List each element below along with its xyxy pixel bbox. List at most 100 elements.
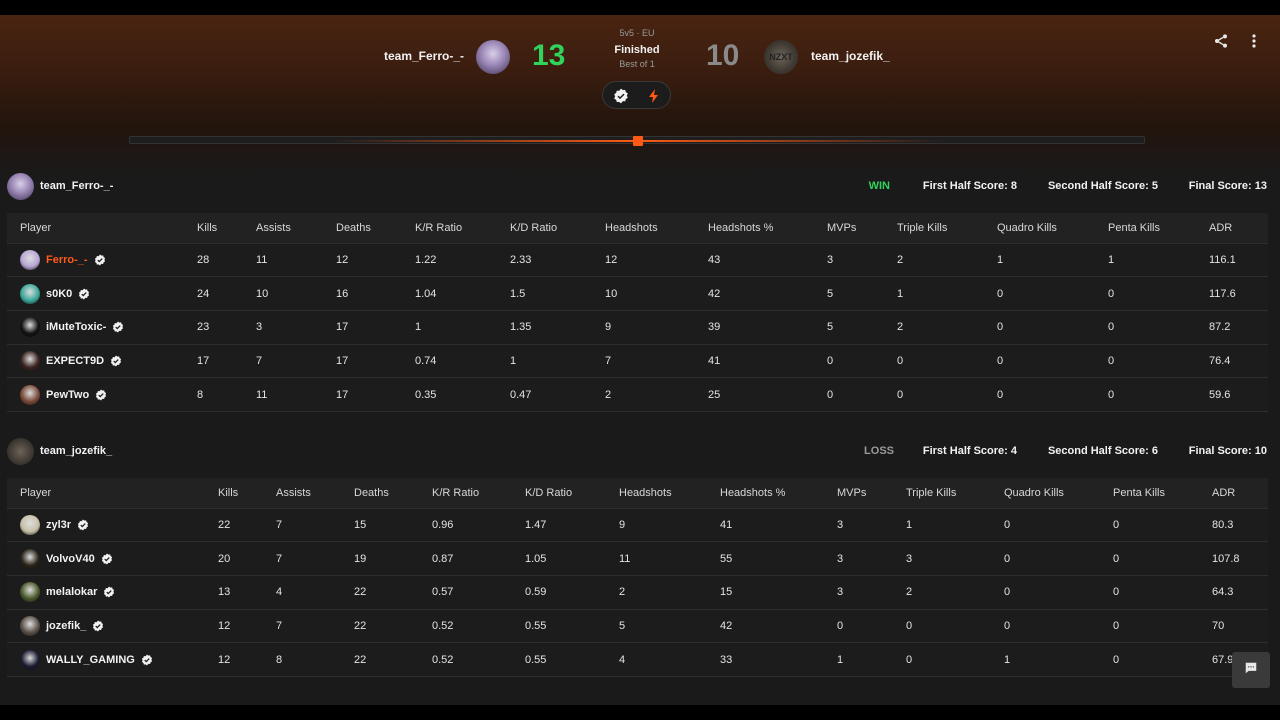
stat-cell: 17	[336, 377, 415, 412]
column-header: Player	[7, 213, 197, 244]
stat-cell: 0	[997, 276, 1108, 311]
table-row[interactable]: PewTwo 8 11 17 0.35 0.47 2 25 0 0 0 0 59.6	[7, 377, 1268, 412]
avatar[interactable]	[20, 249, 40, 270]
avatar[interactable]	[20, 384, 40, 405]
team1-small-avatar[interactable]	[7, 173, 34, 200]
table-row[interactable]: s0K0 24 10 16 1.04 1.5 10 42 5 1 0 0 117.6	[7, 276, 1268, 311]
avatar[interactable]	[20, 350, 40, 371]
column-header: ADR	[1209, 213, 1268, 244]
player-name-link[interactable]: iMuteToxic-	[46, 321, 107, 334]
player-name-link[interactable]: VolvoV40	[46, 552, 95, 565]
player-name-link[interactable]: melalokar	[46, 586, 98, 599]
table-row[interactable]: EXPECT9D 17 7 17 0.74 1 7 41 0 0 0 0 76.4	[7, 344, 1268, 379]
round-timeline[interactable]	[129, 136, 1145, 146]
stat-cell: 17	[336, 344, 415, 379]
player-name-link[interactable]: EXPECT9D	[46, 354, 105, 367]
team1-label[interactable]: team_Ferro-_-	[40, 180, 114, 192]
match-format: 5v5 · EU	[619, 28, 655, 38]
stat-cell: 2.33	[510, 243, 605, 278]
stat-cell: 0	[1004, 609, 1113, 644]
column-header: K/R Ratio	[432, 478, 525, 509]
stat-cell: 42	[708, 276, 827, 311]
table-row[interactable]: zyl3r 22 7 15 0.96 1.47 9 41 3 1 0 0 80.3	[7, 508, 1268, 543]
match-badges	[602, 81, 671, 109]
table-header-row: Player Kills Assists Deaths K/R Ratio K/…	[7, 213, 1268, 244]
player-cell: jozefik_	[7, 609, 218, 644]
stat-cell: 22	[218, 508, 276, 543]
lightning-icon[interactable]	[643, 85, 665, 107]
column-header: Penta Kills	[1113, 478, 1212, 509]
avatar[interactable]	[20, 615, 40, 636]
team2-second-half: Second Half Score: 6	[1047, 445, 1158, 457]
table-row[interactable]: VolvoV40 20 7 19 0.87 1.05 11 55 3 3 0 0 107.8	[7, 541, 1268, 576]
player-name-link[interactable]: zyl3r	[46, 518, 72, 531]
player-cell: s0K0	[7, 276, 197, 311]
verified-icon	[77, 519, 89, 531]
team1-avatar[interactable]	[476, 40, 510, 74]
team2-result: LOSS	[864, 445, 894, 457]
stat-cell: 12	[218, 609, 276, 644]
stat-cell: 116.1	[1209, 243, 1268, 278]
share-icon[interactable]	[1212, 32, 1230, 50]
stat-cell: 0	[1004, 575, 1113, 610]
column-header: Headshots	[605, 213, 708, 244]
stat-cell: 0	[1113, 508, 1212, 543]
player-name-link[interactable]: Ferro-_-	[46, 253, 88, 266]
verified-icon[interactable]	[610, 85, 632, 107]
stat-cell: 0	[997, 310, 1108, 345]
chat-button[interactable]	[1232, 652, 1270, 688]
player-cell: EXPECT9D	[7, 344, 197, 379]
verified-icon	[110, 355, 122, 367]
team2-avatar[interactable]: NZXT	[764, 40, 798, 74]
stat-cell: 1	[837, 642, 906, 677]
stat-cell: 1.05	[525, 541, 619, 576]
stat-cell: 11	[256, 243, 336, 278]
timeline-handle[interactable]	[633, 136, 643, 146]
stat-cell: 5	[619, 609, 720, 644]
stat-cell: 0	[1113, 541, 1212, 576]
team2-label[interactable]: team_jozefik_	[40, 445, 113, 457]
stat-cell: 2	[906, 575, 1004, 610]
stat-cell: 0	[1113, 575, 1212, 610]
avatar[interactable]	[20, 548, 40, 569]
stat-cell: 0	[997, 377, 1108, 412]
stat-cell: 2	[897, 243, 997, 278]
match-room-screen: team_Ferro-_- 13 5v5 · EU Finished Best …	[0, 15, 1280, 705]
stat-cell: 25	[708, 377, 827, 412]
column-header: Quadro Kills	[997, 213, 1108, 244]
stat-cell: 22	[354, 642, 432, 677]
team2-small-avatar[interactable]	[7, 438, 34, 465]
stat-cell: 0	[1113, 642, 1212, 677]
table-row[interactable]: Ferro-_- 28 11 12 1.22 2.33 12 43 3 2 1 1 116.1	[7, 243, 1268, 278]
team1-second-half: Second Half Score: 5	[1047, 180, 1158, 192]
stat-cell: 9	[619, 508, 720, 543]
table-row[interactable]: WALLY_GAMING 12 8 22 0.52 0.55 4 33 1 0 1 0 67.9	[7, 642, 1268, 677]
verified-icon	[101, 553, 113, 565]
team1-table-body: Ferro-_- 28 11 12 1.22 2.33 12 43 3 2 1 1 116.1 s0K0 2…	[7, 243, 1268, 412]
avatar[interactable]	[20, 649, 40, 670]
stat-cell: 76.4	[1209, 344, 1268, 379]
avatar[interactable]	[20, 582, 40, 603]
stat-cell: 0	[897, 377, 997, 412]
column-header: Player	[7, 478, 218, 509]
team2-name[interactable]: team_jozefik_	[811, 49, 890, 63]
player-name-link[interactable]: WALLY_GAMING	[46, 653, 135, 666]
player-name-link[interactable]: PewTwo	[46, 388, 90, 401]
table-row[interactable]: melalokar 13 4 22 0.57 0.59 2 15 3 2 0 0 64.3	[7, 575, 1268, 610]
stat-cell: 1	[897, 276, 997, 311]
table-row[interactable]: iMuteToxic- 23 3 17 1 1.35 9 39 5 2 0 0 87.2	[7, 310, 1268, 345]
stat-cell: 23	[197, 310, 256, 345]
avatar[interactable]	[20, 317, 40, 338]
player-name-link[interactable]: jozefik_	[46, 619, 87, 632]
stat-cell: 0	[1108, 344, 1209, 379]
stat-cell: 12	[605, 243, 708, 278]
stat-cell: 5	[827, 310, 897, 345]
table-row[interactable]: jozefik_ 12 7 22 0.52 0.55 5 42 0 0 0 0 70	[7, 609, 1268, 644]
avatar[interactable]	[20, 514, 40, 535]
stat-cell: 0.74	[415, 344, 510, 379]
player-name-link[interactable]: s0K0	[46, 287, 73, 300]
team1-name[interactable]: team_Ferro-_-	[383, 49, 464, 63]
more-vertical-icon[interactable]	[1245, 32, 1263, 50]
stat-cell: 0	[906, 609, 1004, 644]
avatar[interactable]	[20, 283, 40, 304]
